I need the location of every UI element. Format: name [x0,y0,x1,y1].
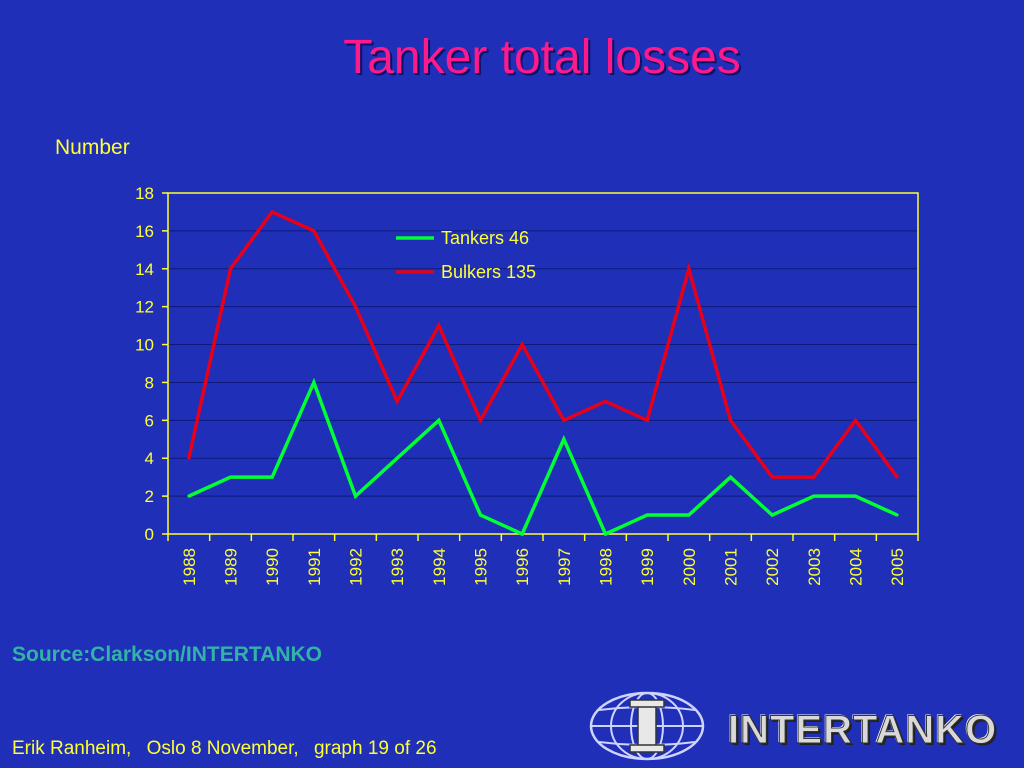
x-tick-label: 1988 [180,548,199,586]
x-tick-label: 1996 [513,548,532,586]
series-0-point [229,475,232,479]
series-1-point [604,399,607,403]
series-0-point [395,456,399,460]
series-1-point [520,343,524,347]
series-1-point [270,210,274,214]
series-0-point [729,475,732,479]
series-1-point [854,418,857,422]
y-tick-label: 10 [135,336,154,355]
footer: Erik Ranheim, Oslo 8 November, graph 19 … [12,738,447,760]
intertanko-wordmark: INTERTANKO [727,708,998,753]
y-tick-label: 2 [145,487,154,506]
series-1-point [562,418,566,422]
series-1-point [437,324,441,328]
source-note: Source:Clarkson/INTERTANKO [12,643,322,666]
series-1-point [229,267,232,271]
y-tick-label: 16 [135,222,154,241]
series-1-point [395,399,399,403]
series-1-point [312,229,316,233]
series-line-0 [188,377,898,537]
x-tick-label: 2001 [722,548,741,586]
legend-label: Tankers 46 [441,228,529,248]
series-1-point [479,418,482,422]
x-tick-label: 1992 [347,548,366,586]
series-1-point [770,475,774,479]
y-tick-label: 18 [135,184,154,203]
series-0-point [312,380,316,384]
series-1-point [354,305,357,309]
series-1-point [187,456,191,460]
x-tick-label: 2004 [847,548,866,586]
series-0-point [187,494,191,498]
series-0-point [437,418,441,422]
series-1-point [895,475,899,479]
legend-label: Bulkers 135 [441,262,536,282]
x-tick-label: 2005 [888,548,907,586]
x-tick-label: 2000 [680,548,699,586]
series-line-1 [187,209,899,479]
slide-title: Tanker total losses [343,31,741,84]
series-0-point [687,513,691,517]
series-1-point [729,418,732,422]
series-0-point [604,532,607,536]
series-0-point [895,513,899,517]
x-tick-label: 1993 [388,548,407,586]
footer-page: graph 19 of 26 [313,738,437,759]
y-axis-label: Number [55,136,130,159]
series-1-point [687,267,691,271]
footer-place-date: Oslo 8 November, [146,738,299,759]
x-tick-label: 2003 [805,548,824,586]
y-tick-label: 6 [145,411,154,430]
series-0-point [270,475,274,479]
series-0-point [645,513,649,517]
series-0-point [562,437,566,441]
footer-author: Erik Ranheim, [12,738,132,759]
series-1-point [645,418,649,422]
x-tick-label: 1991 [305,548,324,586]
series-0-point [812,494,816,498]
series-0-point [520,532,524,536]
x-tick-label: 1998 [597,548,616,586]
x-tick-label: 1989 [222,548,241,586]
x-tick-label: 1999 [638,548,657,586]
series-0-point [770,513,774,517]
y-tick-label: 12 [135,298,154,317]
series-0-point [479,513,482,517]
x-tick-label: 1994 [430,548,449,586]
globe-logo-icon [589,691,705,761]
x-tick-label: 1990 [263,548,282,586]
y-tick-label: 14 [135,260,154,279]
series-0-point [354,494,357,498]
x-tick-label: 1995 [472,548,491,586]
x-tick-label: 1997 [555,548,574,586]
y-tick-label: 4 [145,449,154,468]
series-1-point [812,475,816,479]
x-tick-label: 2002 [763,548,782,586]
series-0-point [854,494,857,498]
y-tick-label: 0 [145,525,154,544]
y-tick-label: 8 [145,373,154,392]
